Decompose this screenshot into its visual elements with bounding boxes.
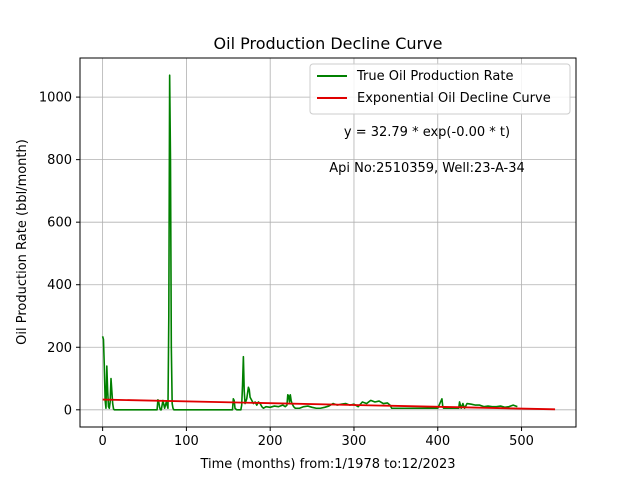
grid-layer bbox=[80, 58, 576, 427]
x-axis-label: Time (months) from:1/1978 to:12/2023 bbox=[199, 457, 455, 472]
x-axis: 0 100 200 300 400 500 bbox=[98, 427, 534, 449]
y-tick-label: 600 bbox=[47, 216, 72, 231]
x-tick-label: 300 bbox=[342, 434, 367, 449]
equation-annotation: y = 32.79 * exp(-0.00 * t) bbox=[344, 125, 510, 140]
legend-box bbox=[309, 63, 571, 115]
x-tick-label: 200 bbox=[258, 434, 283, 449]
series-line-exponential bbox=[102, 398, 556, 411]
y-tick-label: 200 bbox=[47, 341, 72, 356]
legend-label-exponential: Exponential Oil Decline Curve bbox=[357, 91, 551, 106]
y-axis-label: Oil Production Rate (bbl/month) bbox=[15, 139, 30, 345]
series-line-true-oil bbox=[101, 74, 518, 411]
x-tick-label: 400 bbox=[425, 434, 450, 449]
y-axis: 0 200 400 600 800 1000 bbox=[39, 91, 80, 418]
well-annotation: Api No:2510359, Well:23-A-34 bbox=[329, 161, 525, 176]
legend: True Oil Production Rate Exponential Oil… bbox=[309, 63, 571, 115]
x-tick-label: 100 bbox=[174, 434, 199, 449]
series-layer bbox=[101, 74, 556, 411]
y-tick-label: 800 bbox=[47, 153, 72, 168]
legend-label-true-oil: True Oil Production Rate bbox=[356, 69, 513, 84]
x-tick-label: 0 bbox=[98, 434, 106, 449]
plot-frame bbox=[79, 57, 577, 428]
x-tick-label: 500 bbox=[509, 434, 534, 449]
y-tick-label: 400 bbox=[47, 278, 72, 293]
chart-title: Oil Production Decline Curve bbox=[214, 34, 443, 53]
y-tick-label: 1000 bbox=[39, 91, 72, 106]
y-tick-label: 0 bbox=[64, 403, 72, 418]
